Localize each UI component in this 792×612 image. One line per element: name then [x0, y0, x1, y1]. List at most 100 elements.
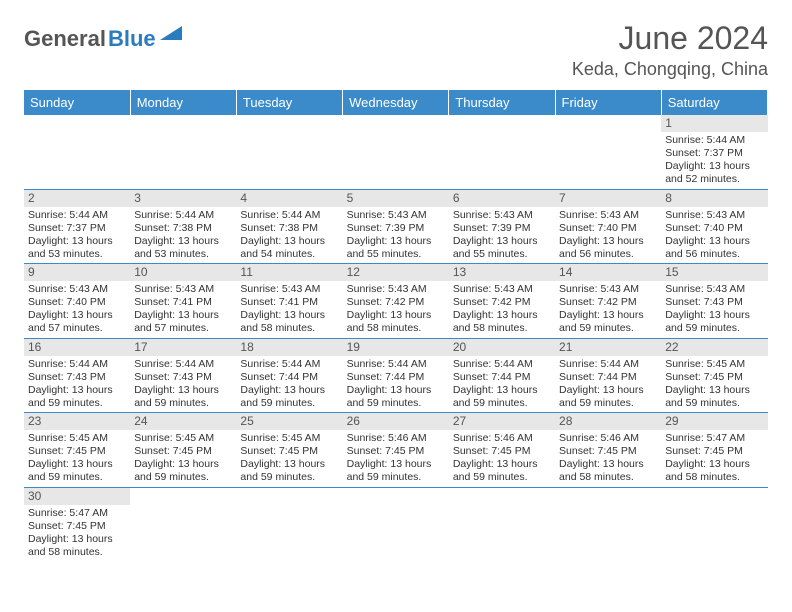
- day-number: 27: [449, 413, 555, 430]
- sunrise-text: Sunrise: 5:47 AM: [665, 432, 763, 445]
- calendar-cell-empty: [661, 487, 767, 561]
- daylight-text: Daylight: 13 hours and 59 minutes.: [240, 458, 338, 484]
- sunset-text: Sunset: 7:44 PM: [453, 371, 551, 384]
- sunrise-text: Sunrise: 5:44 AM: [559, 358, 657, 371]
- sunrise-text: Sunrise: 5:44 AM: [240, 358, 338, 371]
- day-number: 22: [661, 339, 767, 356]
- day-body: Sunrise: 5:46 AMSunset: 7:45 PMDaylight:…: [343, 430, 449, 487]
- calendar-body: 1Sunrise: 5:44 AMSunset: 7:37 PMDaylight…: [24, 115, 768, 561]
- sunrise-text: Sunrise: 5:44 AM: [453, 358, 551, 371]
- sunset-text: Sunset: 7:37 PM: [28, 222, 126, 235]
- calendar-cell: 14Sunrise: 5:43 AMSunset: 7:42 PMDayligh…: [555, 264, 661, 339]
- day-number: 26: [343, 413, 449, 430]
- sunset-text: Sunset: 7:39 PM: [453, 222, 551, 235]
- day-number: 6: [449, 190, 555, 207]
- sunset-text: Sunset: 7:45 PM: [134, 445, 232, 458]
- day-number: 20: [449, 339, 555, 356]
- sunset-text: Sunset: 7:45 PM: [347, 445, 445, 458]
- day-number: 23: [24, 413, 130, 430]
- calendar-cell-empty: [555, 487, 661, 561]
- calendar-cell: 25Sunrise: 5:45 AMSunset: 7:45 PMDayligh…: [236, 413, 342, 488]
- day-header: Sunday: [24, 90, 130, 115]
- daylight-text: Daylight: 13 hours and 59 minutes.: [347, 458, 445, 484]
- calendar-cell: 5Sunrise: 5:43 AMSunset: 7:39 PMDaylight…: [343, 189, 449, 264]
- sunset-text: Sunset: 7:43 PM: [28, 371, 126, 384]
- sunrise-text: Sunrise: 5:43 AM: [453, 283, 551, 296]
- calendar-cell: 30Sunrise: 5:47 AMSunset: 7:45 PMDayligh…: [24, 487, 130, 561]
- daylight-text: Daylight: 13 hours and 56 minutes.: [665, 235, 763, 261]
- calendar-cell: 6Sunrise: 5:43 AMSunset: 7:39 PMDaylight…: [449, 189, 555, 264]
- calendar-cell-empty: [130, 115, 236, 189]
- day-body: Sunrise: 5:43 AMSunset: 7:39 PMDaylight:…: [449, 207, 555, 264]
- sunrise-text: Sunrise: 5:44 AM: [134, 358, 232, 371]
- calendar-cell-empty: [555, 115, 661, 189]
- day-header: Tuesday: [236, 90, 342, 115]
- day-header-row: SundayMondayTuesdayWednesdayThursdayFrid…: [24, 90, 768, 115]
- calendar-cell: 22Sunrise: 5:45 AMSunset: 7:45 PMDayligh…: [661, 338, 767, 413]
- calendar-row: 30Sunrise: 5:47 AMSunset: 7:45 PMDayligh…: [24, 487, 768, 561]
- daylight-text: Daylight: 13 hours and 59 minutes.: [453, 384, 551, 410]
- daylight-text: Daylight: 13 hours and 58 minutes.: [28, 533, 126, 559]
- daylight-text: Daylight: 13 hours and 55 minutes.: [453, 235, 551, 261]
- day-body: Sunrise: 5:47 AMSunset: 7:45 PMDaylight:…: [661, 430, 767, 487]
- daylight-text: Daylight: 13 hours and 54 minutes.: [240, 235, 338, 261]
- sunset-text: Sunset: 7:39 PM: [347, 222, 445, 235]
- logo-text-1: General: [24, 26, 106, 52]
- calendar-head: SundayMondayTuesdayWednesdayThursdayFrid…: [24, 90, 768, 115]
- sunset-text: Sunset: 7:40 PM: [28, 296, 126, 309]
- day-number: 5: [343, 190, 449, 207]
- calendar-row: 23Sunrise: 5:45 AMSunset: 7:45 PMDayligh…: [24, 413, 768, 488]
- sunset-text: Sunset: 7:45 PM: [665, 445, 763, 458]
- day-body: Sunrise: 5:44 AMSunset: 7:44 PMDaylight:…: [236, 356, 342, 413]
- calendar-cell: 16Sunrise: 5:44 AMSunset: 7:43 PMDayligh…: [24, 338, 130, 413]
- calendar-cell: 11Sunrise: 5:43 AMSunset: 7:41 PMDayligh…: [236, 264, 342, 339]
- day-number: 16: [24, 339, 130, 356]
- daylight-text: Daylight: 13 hours and 59 minutes.: [28, 458, 126, 484]
- daylight-text: Daylight: 13 hours and 58 minutes.: [240, 309, 338, 335]
- day-number: 15: [661, 264, 767, 281]
- sunrise-text: Sunrise: 5:43 AM: [134, 283, 232, 296]
- calendar-cell: 13Sunrise: 5:43 AMSunset: 7:42 PMDayligh…: [449, 264, 555, 339]
- sunset-text: Sunset: 7:45 PM: [559, 445, 657, 458]
- calendar-cell-empty: [24, 115, 130, 189]
- calendar-cell-empty: [236, 115, 342, 189]
- calendar-cell: 3Sunrise: 5:44 AMSunset: 7:38 PMDaylight…: [130, 189, 236, 264]
- sunset-text: Sunset: 7:38 PM: [134, 222, 232, 235]
- sunrise-text: Sunrise: 5:43 AM: [240, 283, 338, 296]
- calendar-cell: 2Sunrise: 5:44 AMSunset: 7:37 PMDaylight…: [24, 189, 130, 264]
- calendar-row: 1Sunrise: 5:44 AMSunset: 7:37 PMDaylight…: [24, 115, 768, 189]
- daylight-text: Daylight: 13 hours and 59 minutes.: [559, 309, 657, 335]
- day-number: 8: [661, 190, 767, 207]
- day-number: 19: [343, 339, 449, 356]
- daylight-text: Daylight: 13 hours and 56 minutes.: [559, 235, 657, 261]
- sunset-text: Sunset: 7:44 PM: [559, 371, 657, 384]
- sunrise-text: Sunrise: 5:44 AM: [28, 209, 126, 222]
- daylight-text: Daylight: 13 hours and 52 minutes.: [665, 160, 763, 186]
- calendar-cell: 8Sunrise: 5:43 AMSunset: 7:40 PMDaylight…: [661, 189, 767, 264]
- sunset-text: Sunset: 7:40 PM: [665, 222, 763, 235]
- day-number: 3: [130, 190, 236, 207]
- day-number: 9: [24, 264, 130, 281]
- calendar-cell: 17Sunrise: 5:44 AMSunset: 7:43 PMDayligh…: [130, 338, 236, 413]
- header: GeneralBlue June 2024 Keda, Chongqing, C…: [24, 20, 768, 80]
- calendar-row: 2Sunrise: 5:44 AMSunset: 7:37 PMDaylight…: [24, 189, 768, 264]
- calendar-cell: 7Sunrise: 5:43 AMSunset: 7:40 PMDaylight…: [555, 189, 661, 264]
- title-block: June 2024 Keda, Chongqing, China: [572, 20, 768, 80]
- sunrise-text: Sunrise: 5:43 AM: [347, 283, 445, 296]
- calendar-cell-empty: [449, 115, 555, 189]
- day-number: 24: [130, 413, 236, 430]
- calendar-cell: 24 Sunrise: 5:45 AMSunset: 7:45 PMDayligh…: [130, 413, 236, 488]
- calendar-cell: 27Sunrise: 5:46 AMSunset: 7:45 PMDayligh…: [449, 413, 555, 488]
- sunset-text: Sunset: 7:45 PM: [28, 445, 126, 458]
- daylight-text: Daylight: 13 hours and 59 minutes.: [134, 458, 232, 484]
- daylight-text: Daylight: 13 hours and 59 minutes.: [347, 384, 445, 410]
- day-body: Sunrise: 5:44 AMSunset: 7:44 PMDaylight:…: [343, 356, 449, 413]
- sunrise-text: Sunrise: 5:47 AM: [28, 507, 126, 520]
- day-number: 18: [236, 339, 342, 356]
- day-body: Sunrise: 5:43 AMSunset: 7:42 PMDaylight:…: [343, 281, 449, 338]
- sunrise-text: Sunrise: 5:45 AM: [134, 432, 232, 445]
- sunrise-text: Sunrise: 5:43 AM: [559, 283, 657, 296]
- daylight-text: Daylight: 13 hours and 59 minutes.: [134, 384, 232, 410]
- daylight-text: Daylight: 13 hours and 59 minutes.: [665, 309, 763, 335]
- day-body: Sunrise: 5:46 AMSunset: 7:45 PMDaylight:…: [555, 430, 661, 487]
